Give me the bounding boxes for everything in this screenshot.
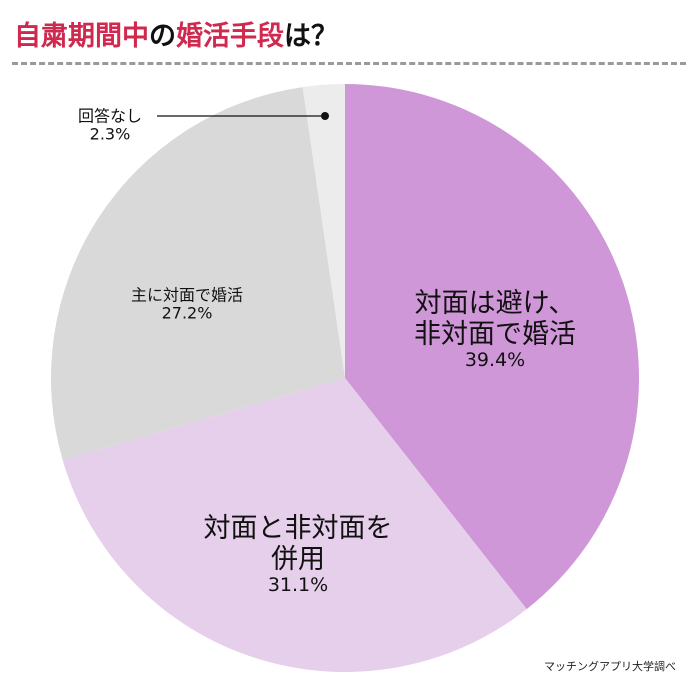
title-part: の <box>149 21 176 52</box>
pct-label: 39.4% <box>464 349 526 372</box>
label-line: 対面と非対面を <box>203 513 393 545</box>
label-line: 主に対面で婚活 <box>130 285 244 305</box>
label-line: 対面は避け、 <box>414 288 576 320</box>
slice-label-2: 主に対面で婚活 27.2% <box>130 285 244 324</box>
slice-label-0: 対面は避け、 非対面で婚活 39.4% <box>414 288 576 372</box>
leader-dot <box>321 112 329 120</box>
label-line: 併用 <box>271 544 325 576</box>
pct-label: 27.2% <box>161 304 213 323</box>
label-line: 非対面で婚活 <box>414 319 576 351</box>
pie-slice-1 <box>62 378 527 673</box>
title-part: 自粛期間中 <box>14 21 149 52</box>
pie-slice-3 <box>302 84 345 378</box>
pct-label: 2.3% <box>89 125 131 144</box>
slice-label-3: 回答なし 2.3% <box>77 106 143 145</box>
chart-title: 自粛期間中の婚活手段は？ <box>14 14 338 53</box>
title-part: 婚活手段 <box>176 21 284 52</box>
title-part: は？ <box>284 21 338 52</box>
pie-slice-2 <box>50 87 345 461</box>
pie-slice-0 <box>345 84 639 610</box>
dashed-divider <box>12 62 686 65</box>
slice-label-1: 対面と非対面を 併用 31.1% <box>204 513 393 597</box>
label-line: 回答なし <box>77 106 143 126</box>
pct-label: 31.1% <box>267 574 329 597</box>
source-note: マッチングアプリ大学調べ <box>544 660 676 673</box>
